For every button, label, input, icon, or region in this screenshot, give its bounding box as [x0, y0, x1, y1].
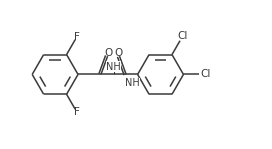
Text: F: F	[74, 107, 80, 117]
Text: NH: NH	[125, 78, 139, 88]
Text: Cl: Cl	[178, 31, 188, 41]
Text: F: F	[74, 32, 80, 42]
Text: O: O	[114, 48, 122, 58]
Text: NH: NH	[106, 62, 121, 72]
Text: O: O	[105, 48, 113, 58]
Text: NH: NH	[125, 78, 139, 88]
Text: Cl: Cl	[200, 69, 211, 79]
Text: NH: NH	[106, 62, 121, 72]
